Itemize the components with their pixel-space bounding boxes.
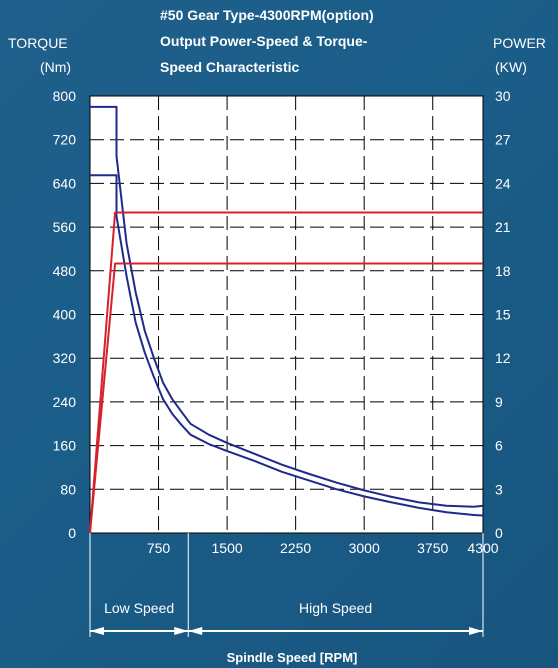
y-left-tick-label-1: 80 (60, 481, 76, 497)
y-right-tick-label-1: 3 (495, 481, 503, 497)
y-left-tick-label-5: 400 (53, 307, 77, 323)
x-tick-label-3: 3000 (349, 540, 380, 556)
left-axis-title-line-1: TORQUE (8, 35, 68, 51)
y-left-tick-label-9: 720 (53, 132, 77, 148)
chart-title-line-1: #50 Gear Type-4300RPM(option) (160, 7, 374, 23)
y-left-tick-label-3: 240 (53, 394, 77, 410)
x-tick-label-1: 1500 (212, 540, 243, 556)
y-left-tick-label-0: 0 (68, 525, 76, 541)
y-right-tick-label-8: 24 (495, 175, 511, 191)
range-arrowhead-right-0 (174, 627, 189, 635)
tick-labels: 0 80 160 240 320 400 480 560 640 720 800 0 3 6 9 12 15 18… (53, 88, 511, 556)
y-right-tick-label-2: 6 (495, 438, 503, 454)
chart-title-line-3: Speed Characteristic (160, 59, 299, 75)
x-tick-label-2: 2250 (280, 540, 311, 556)
x-axis-title: Spindle Speed [RPM] (227, 650, 358, 665)
series-line-2 (89, 211, 483, 534)
y-right-tick-label-3: 9 (495, 394, 503, 410)
x-tick-label-4: 3750 (417, 540, 448, 556)
left-axis-title-line-2: (Nm) (40, 59, 71, 75)
series-line-0 (90, 105, 484, 508)
series-line-1 (90, 174, 484, 517)
range-label-0: Low Speed (104, 600, 174, 616)
y-right-tick-label-7: 21 (495, 219, 511, 235)
y-left-tick-label-7: 560 (53, 219, 77, 235)
series-line-3 (89, 262, 483, 534)
y-right-tick-label-6: 18 (495, 263, 511, 279)
y-right-tick-label-10: 30 (495, 88, 511, 104)
chart-title-line-2: Output Power-Speed & Torque- (160, 33, 368, 49)
y-left-tick-label-10: 800 (53, 88, 77, 104)
series-group (89, 105, 484, 534)
y-right-tick-label-5: 15 (495, 307, 511, 323)
grid (89, 95, 484, 534)
right-axis-title-line-2: (KW) (495, 59, 527, 75)
y-left-tick-label-8: 640 (53, 175, 77, 191)
y-left-tick-label-2: 160 (53, 438, 77, 454)
y-left-tick-label-6: 480 (53, 263, 77, 279)
range-arrowhead-left-1 (188, 627, 203, 635)
range-label-1: High Speed (299, 600, 372, 616)
y-left-tick-label-4: 320 (53, 350, 77, 366)
y-right-tick-label-0: 0 (495, 525, 503, 541)
range-arrowhead-left-0 (90, 627, 104, 635)
x-tick-label-0: 750 (147, 540, 171, 556)
plot-area (89, 95, 484, 534)
right-axis-title-line-1: POWER (493, 35, 546, 51)
y-right-tick-label-4: 12 (495, 350, 511, 366)
range-arrowhead-right-1 (469, 627, 483, 635)
speed-ranges: Low Speed High Speed (89, 533, 484, 637)
y-right-tick-label-9: 27 (495, 132, 511, 148)
